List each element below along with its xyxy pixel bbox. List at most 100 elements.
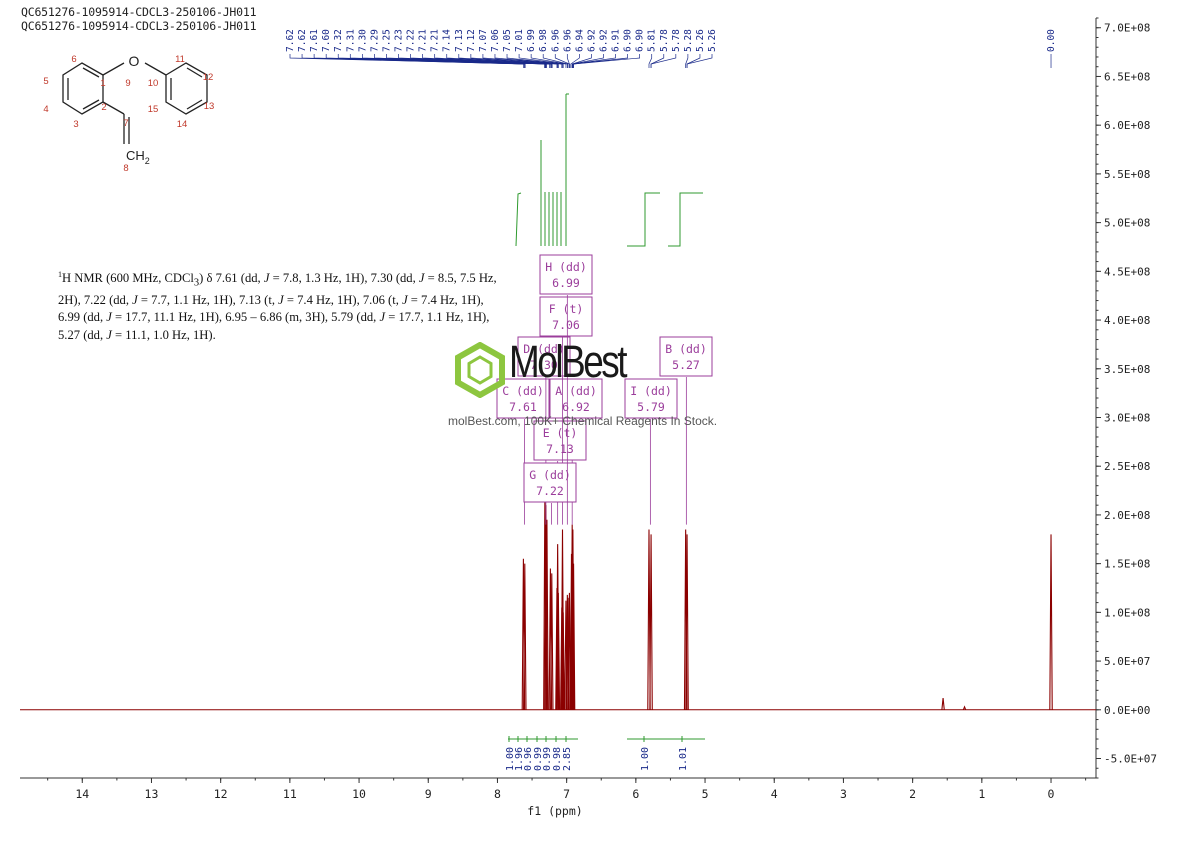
peak-label-leader bbox=[686, 54, 701, 68]
peak-label: 6.90 bbox=[635, 29, 646, 52]
y-tick-label: 5.5E+08 bbox=[1104, 168, 1150, 181]
peak-label: 6.94 bbox=[574, 29, 585, 52]
multiplet-title: F (t) bbox=[549, 302, 584, 316]
peak-label: 6.99 bbox=[526, 29, 537, 52]
x-tick-label: 8 bbox=[494, 787, 501, 801]
peak-labels: 7.62 7.62 7.61 7.60 7.32 7.31 7.30 7.29 7.25 7.23… bbox=[285, 29, 1057, 68]
description-fragment: J bbox=[263, 271, 270, 286]
atom-number: 14 bbox=[177, 119, 188, 130]
spectrum-peak bbox=[1049, 534, 1053, 710]
spectrum-peak bbox=[649, 534, 653, 710]
spectrum-peak bbox=[571, 529, 575, 710]
x-tick-label: 1 bbox=[978, 787, 985, 801]
peak-label: 7.25 bbox=[381, 29, 392, 52]
spectrum-peak bbox=[523, 563, 527, 710]
peak-label-leader bbox=[506, 54, 564, 68]
peak-label-leader bbox=[446, 54, 558, 68]
description-fragment: = 17.7, 1.1 Hz, 1H), 5.27 (dd, bbox=[58, 310, 490, 342]
x-tick-label: 2 bbox=[909, 787, 916, 801]
x-tick-label: 6 bbox=[632, 787, 639, 801]
multiplet-shift: 6.92 bbox=[562, 400, 590, 414]
peak-label-leader bbox=[482, 54, 563, 68]
peak-label-leader bbox=[325, 54, 526, 68]
watermark-tagline: molBest.com, 100K+ Chemical Reagents In … bbox=[448, 414, 718, 428]
peak-label: 5.78 bbox=[659, 29, 670, 52]
peak-label: 6.91 bbox=[611, 29, 622, 52]
y-tick-label: 3.5E+08 bbox=[1104, 363, 1150, 376]
description-fragment: = 7.4 Hz, 1H), 6.99 (dd, bbox=[58, 293, 484, 325]
watermark-brand: MolBest bbox=[509, 336, 628, 387]
peak-label: 7.06 bbox=[490, 29, 501, 52]
peak-label: 7.62 bbox=[297, 29, 308, 52]
y-tick-label: 2.0E+08 bbox=[1104, 509, 1150, 522]
multiplet-frame bbox=[533, 420, 587, 461]
peak-label-leader bbox=[530, 54, 568, 68]
y-tick-label: 3.0E+08 bbox=[1104, 411, 1150, 424]
peak-label: 5.78 bbox=[671, 29, 682, 52]
description-fragment: 1 bbox=[58, 270, 62, 279]
peak-label: 6.90 bbox=[623, 29, 634, 52]
atom-number: 12 bbox=[203, 72, 214, 83]
integral-curve bbox=[668, 192, 703, 247]
peak-label: 7.07 bbox=[478, 29, 489, 52]
description-fragment: = 7.7, 1.1 Hz, 1H), 7.13 (t, bbox=[137, 293, 279, 307]
x-tick-label: 12 bbox=[214, 787, 228, 801]
peak-label-leader bbox=[470, 54, 559, 68]
x-tick-label: 14 bbox=[75, 787, 89, 801]
integral-value: 1.01 bbox=[678, 747, 689, 771]
spectrum-peak bbox=[685, 534, 689, 710]
description-fragment: = 17.7, 11.1 Hz, 1H), 6.95 – 6.86 (m, 3H… bbox=[111, 310, 380, 325]
y-tick-label: 4.0E+08 bbox=[1104, 314, 1150, 327]
y-tick-label: 5.0E+07 bbox=[1104, 655, 1150, 668]
multiplet-box: B (dd) 5.27 bbox=[659, 336, 713, 525]
x-tick-label: 11 bbox=[283, 787, 297, 801]
multiplet-title: D (dd) bbox=[523, 342, 565, 356]
description-fragment: H NMR (600 MHz, CDCl bbox=[62, 271, 194, 286]
integral-value: 0.99 bbox=[533, 747, 544, 771]
atom-number: 6 bbox=[71, 54, 76, 65]
spectrum-peak bbox=[550, 573, 554, 710]
description-fragment: J bbox=[379, 310, 386, 325]
peak-label: 7.13 bbox=[454, 29, 465, 52]
peak-label: 7.30 bbox=[357, 29, 368, 52]
peak-label: 6.92 bbox=[586, 29, 597, 52]
atom-number: 10 bbox=[148, 78, 159, 89]
multiplet-shift: 7.61 bbox=[509, 400, 537, 414]
peak-label: 5.26 bbox=[695, 29, 706, 52]
peak-label: 5.28 bbox=[683, 29, 694, 52]
multiplet-box: F (t) 7.06 bbox=[539, 296, 593, 525]
peak-label-leader bbox=[573, 54, 641, 68]
x-tick-label: 13 bbox=[145, 787, 159, 801]
integral-value: 0.96 bbox=[523, 747, 534, 771]
integral-value: 0.99 bbox=[542, 747, 553, 771]
multiplet-box: I (dd) 5.79 bbox=[624, 378, 678, 525]
description-fragment: 3 bbox=[193, 277, 200, 289]
integral-value: 1.96 bbox=[514, 747, 525, 771]
peak-label: 7.31 bbox=[345, 29, 356, 52]
y-tick-label: 6.5E+08 bbox=[1104, 70, 1150, 83]
atom-number: 7 bbox=[123, 118, 128, 129]
x-axis: 14 13 12 11 10 9 8 7 6 5 4 3 2 1 0 bbox=[20, 777, 1096, 801]
y-tick-label: 1.0E+08 bbox=[1104, 606, 1150, 619]
description-fragment: J bbox=[106, 327, 112, 342]
atom-number: 9 bbox=[125, 78, 130, 89]
peak-label-leader bbox=[458, 54, 559, 68]
atom-number: 15 bbox=[148, 104, 159, 115]
multiplet-frame bbox=[659, 336, 713, 377]
multiplet-shift: 5.79 bbox=[637, 400, 665, 414]
atom-number: 1 bbox=[100, 78, 105, 89]
integral-curve bbox=[515, 192, 522, 247]
x-tick-label: 7 bbox=[563, 787, 570, 801]
integral-value: 1.00 bbox=[505, 747, 516, 771]
multiplet-title: B (dd) bbox=[665, 342, 707, 356]
integral-value: 0.98 bbox=[552, 747, 563, 771]
nmr-description: 1H NMR (600 MHz, CDCl3) δ 7.61 (dd, J = … bbox=[58, 266, 498, 344]
description-fragment: J bbox=[402, 293, 408, 307]
description-fragment: = 7.8, 1.3 Hz, 1H), 7.30 (dd, bbox=[269, 271, 419, 286]
peak-label: 7.22 bbox=[406, 29, 417, 52]
peak-label-leader bbox=[571, 54, 604, 68]
peak-label: 7.29 bbox=[369, 29, 380, 52]
description-fragment: J bbox=[418, 271, 425, 286]
peak-label: 7.01 bbox=[514, 29, 525, 52]
